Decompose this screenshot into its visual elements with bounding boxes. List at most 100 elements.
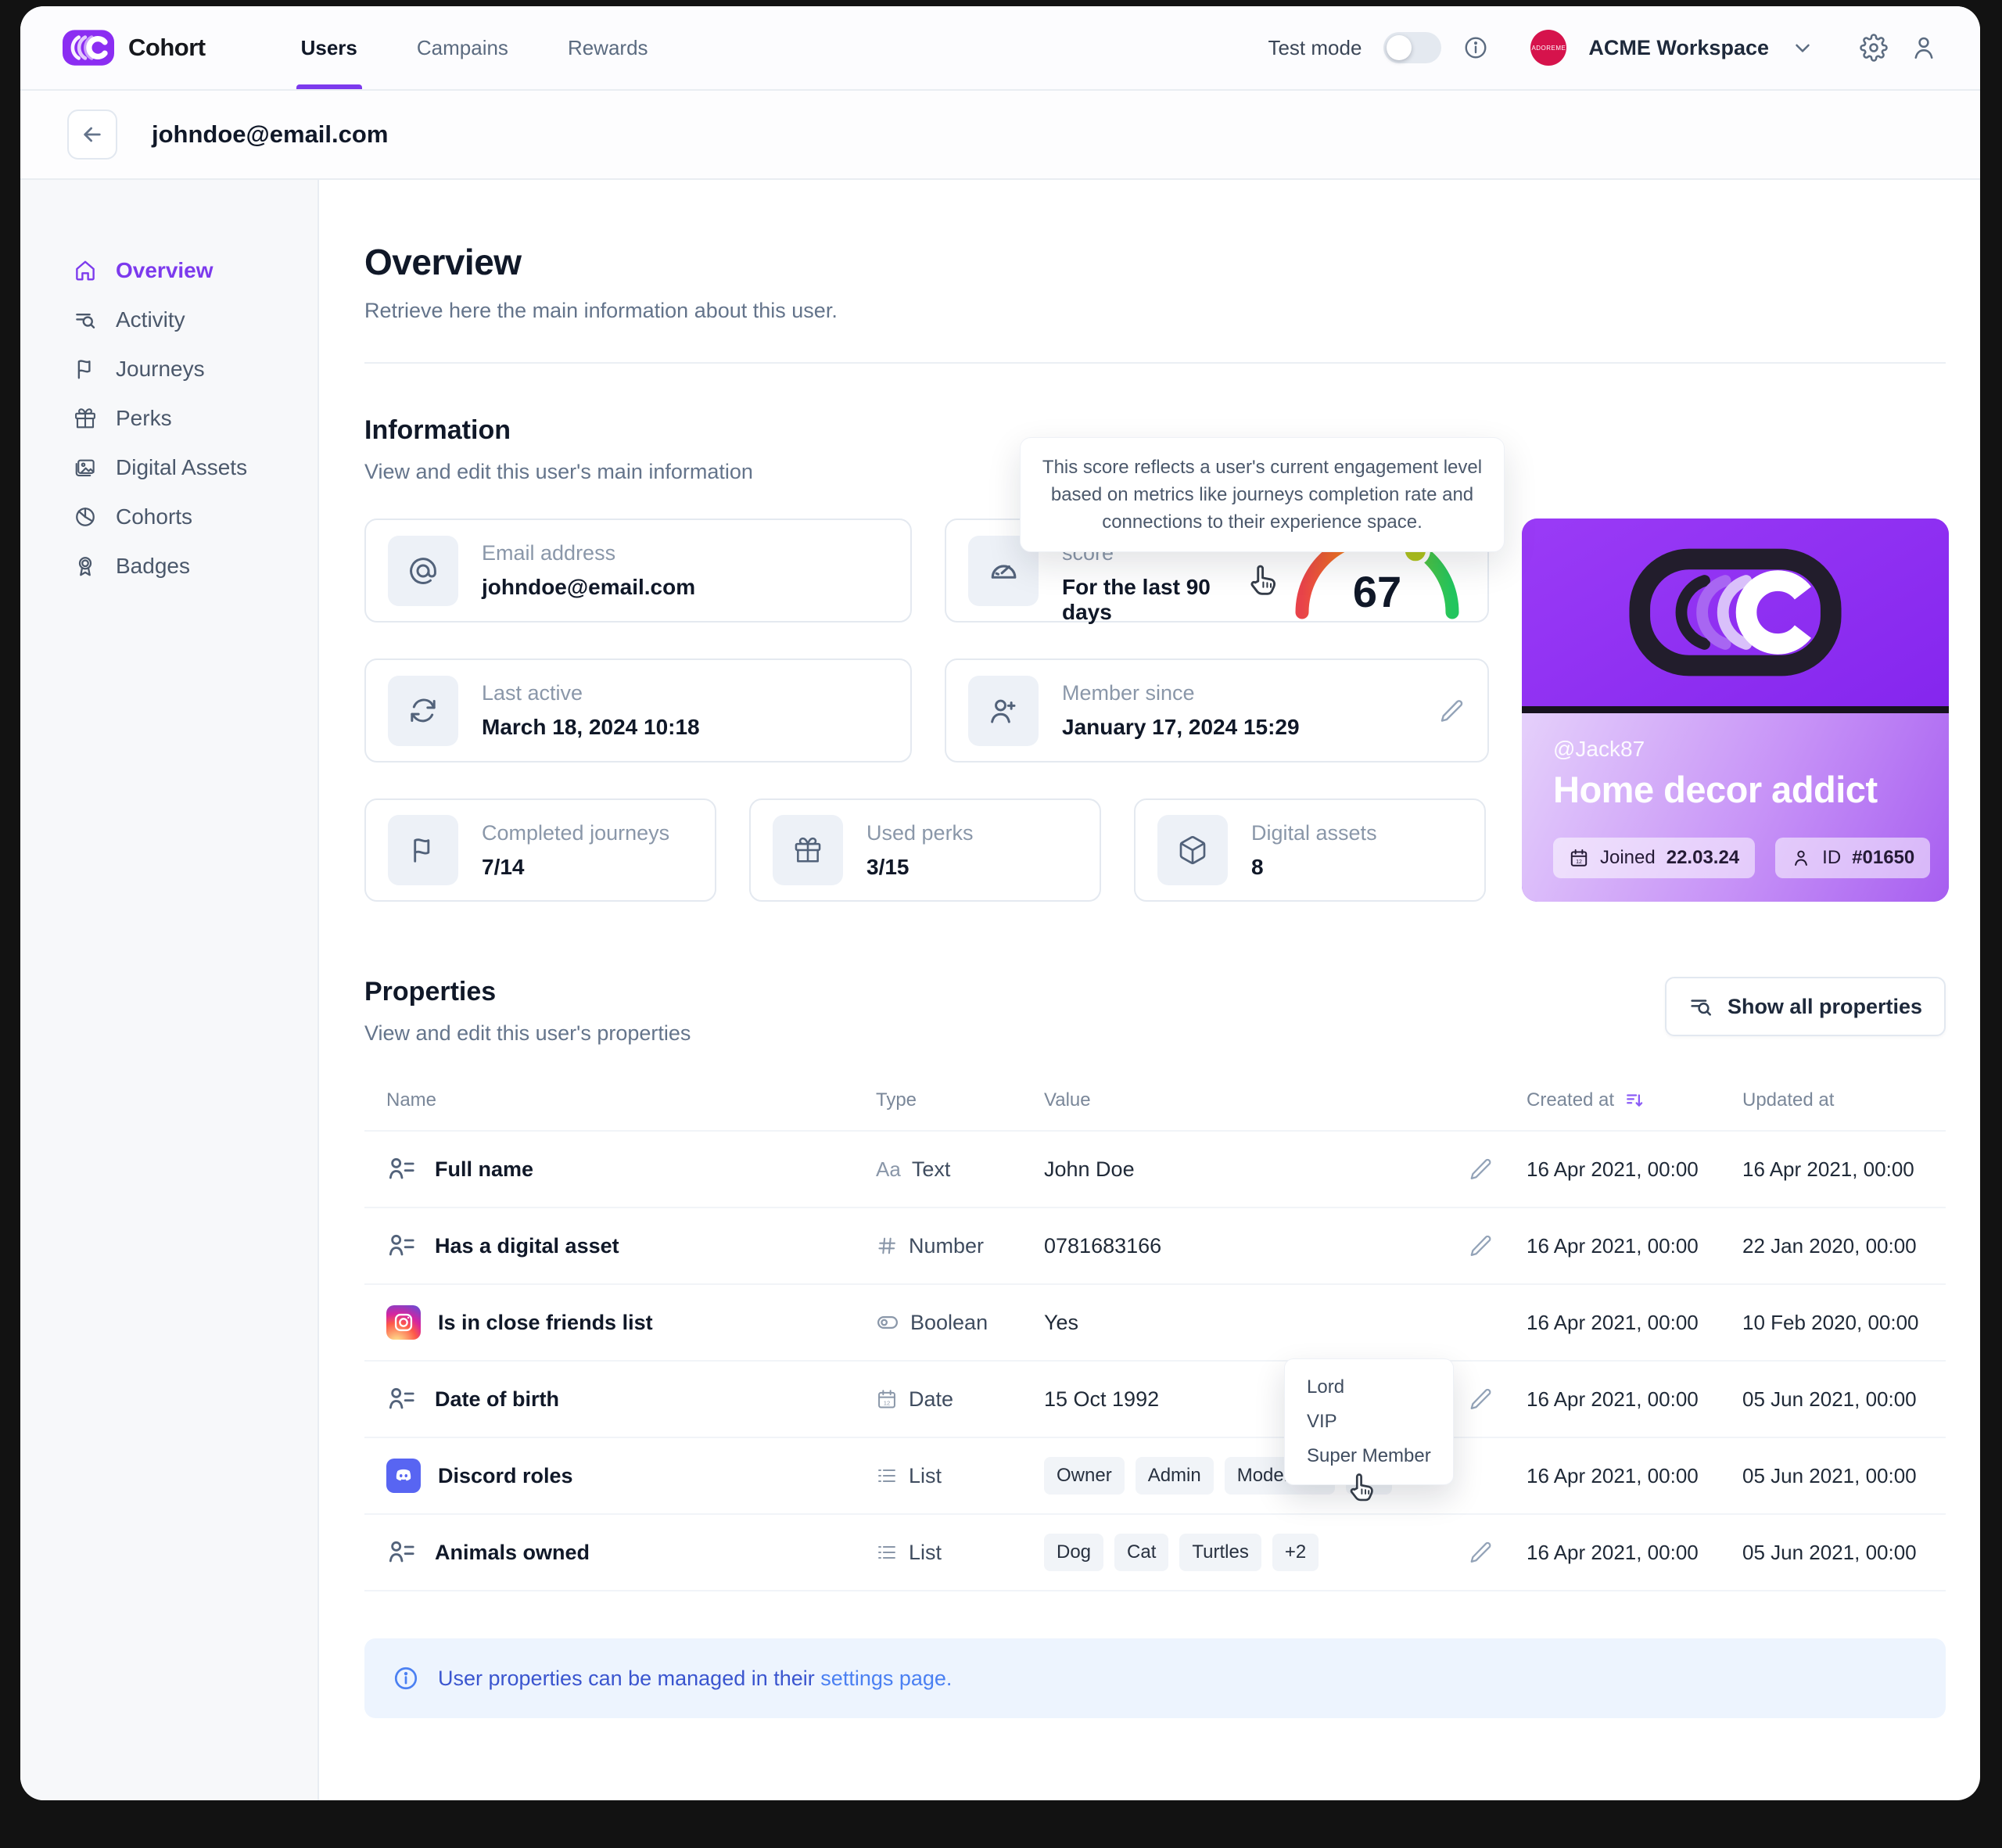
instagram-icon [386,1305,421,1340]
sidebar-item-label: Cohorts [116,504,193,529]
sidebar-item-activity[interactable]: Activity [20,295,318,344]
table-row: Animals owned List Dog Cat Turtles +2 16… [364,1513,1946,1591]
test-mode-label: Test mode [1268,35,1362,59]
cohort-logo-icon [63,30,114,66]
text-type-icon: Aa [876,1157,901,1181]
property-name-text: Is in close friends list [438,1310,653,1334]
completed-journeys-label: Completed journeys [482,820,670,845]
toggle-knob [1387,35,1412,60]
property-type: Aa Text [876,1157,1044,1182]
property-type-text: Boolean [910,1310,988,1334]
user-list-icon [389,1157,414,1179]
show-all-label: Show all properties [1727,994,1922,1018]
sidebar-item-label: Overview [116,257,213,282]
sidebar-item-badges[interactable]: Badges [20,541,318,590]
workspace-avatar[interactable]: ADOREME [1530,30,1567,66]
info-icon[interactable] [1463,35,1488,60]
gift-icon [75,407,95,428]
used-perks-label: Used perks [866,820,974,845]
edit-property-button[interactable] [1469,1540,1527,1565]
last-active-label: Last active [482,681,583,705]
membership-card-art [1522,519,1949,706]
user-plus-icon [968,675,1039,746]
tooltip-role: Lord [1307,1376,1345,1398]
list-icon [878,1469,895,1483]
info-circle-icon [394,1667,418,1690]
nav-tab-campains[interactable]: Campains [416,35,508,59]
settings-page-link[interactable]: settings page. [820,1666,953,1690]
property-name-text: Animals owned [435,1540,590,1564]
refresh-icon [388,675,458,746]
cursor-hand-icon [1344,1469,1380,1505]
col-created[interactable]: Created at [1527,1089,1742,1111]
properties-table: Lord VIP Super Member Name Type Value Cr… [364,1089,1946,1591]
member-since-card: Member since January 17, 2024 15:29 [945,658,1489,763]
show-all-properties-button[interactable]: Show all properties [1664,977,1946,1036]
sidebar-item-digital-assets[interactable]: Digital Assets [20,443,318,492]
col-type[interactable]: Type [876,1089,917,1111]
calendar-icon: 12 [878,1390,895,1408]
updated-at: 16 Apr 2021, 00:00 [1742,1157,1914,1181]
svg-text:12: 12 [884,1400,890,1407]
col-updated[interactable]: Updated at [1742,1089,1835,1111]
created-at: 16 Apr 2021, 00:00 [1527,1540,1699,1564]
engagement-score: 67 [1352,566,1402,616]
sidebar-item-label: Perks [116,405,172,430]
stat-cards: Completed journeys 7/14 Used perks 3/15 [364,798,1489,902]
col-value[interactable]: Value [1044,1089,1091,1111]
membership-card-divider [1522,705,1949,713]
tooltip-role: Super Member [1307,1445,1431,1466]
property-value: 0781683166 [1044,1233,1162,1258]
chevron-down-icon[interactable] [1791,36,1814,59]
workspace-name[interactable]: ACME Workspace [1588,35,1769,59]
more-chip[interactable]: +2 [1272,1534,1319,1571]
property-value: Dog Cat Turtles +2 [1044,1534,1469,1571]
properties-info-banner: User properties can be managed in their … [364,1638,1946,1718]
sidebar-item-cohorts[interactable]: Cohorts [20,492,318,541]
back-button[interactable] [67,109,117,160]
edit-property-button[interactable] [1469,1387,1527,1412]
digital-assets-card: Digital assets 8 [1134,798,1486,902]
main-content: Overview Retrieve here the main informat… [319,180,1980,1800]
table-header: Name Type Value Created at Updated at [364,1089,1946,1130]
user-icon[interactable] [1910,34,1938,62]
sidebar-item-overview[interactable]: Overview [20,246,318,295]
home-icon [76,260,95,280]
joined-pill: 12 Joined 22.03.24 [1553,838,1756,878]
test-mode-toggle[interactable] [1383,32,1442,63]
last-active-card: Last active March 18, 2024 10:18 [364,658,912,763]
updated-at: 05 Jun 2021, 00:00 [1742,1463,1917,1487]
main-nav: Users Campains Rewards [296,6,648,89]
user-icon [1795,850,1808,866]
gear-icon[interactable] [1860,34,1888,62]
edit-property-button[interactable] [1469,1233,1527,1258]
property-type: 12 Date [876,1387,1044,1412]
property-name: Animals owned [386,1537,876,1568]
last-active-value: March 18, 2024 10:18 [482,715,700,739]
discord-roles-tooltip: Lord VIP Super Member [1284,1358,1454,1485]
property-type-text: List [909,1463,942,1487]
divider [364,362,1946,364]
nav-tab-users[interactable]: Users [296,6,363,89]
edit-property-button[interactable] [1469,1157,1527,1182]
at-sign-icon [388,535,458,606]
property-name: Discord roles [386,1459,876,1493]
property-name-text: Full name [435,1157,534,1181]
table-row: Date of birth 12 Date 15 Oct 1992 16 Apr… [364,1360,1946,1437]
sort-descending-icon[interactable] [1625,1090,1645,1111]
top-bar: Cohort Users Campains Rewards Test mode … [20,6,1980,91]
property-name: Is in close friends list [386,1305,876,1340]
brand[interactable]: Cohort [63,30,206,66]
nav-tab-rewards[interactable]: Rewards [567,35,648,59]
property-name: Full name [386,1154,876,1185]
user-list-icon [389,1234,414,1256]
completed-journeys-value: 7/14 [482,854,525,879]
email-card: Email address johndoe@email.com [364,519,912,623]
edit-member-since-button[interactable] [1439,698,1466,724]
member-since-label: Member since [1062,681,1195,705]
col-name[interactable]: Name [386,1089,437,1111]
sidebar-item-journeys[interactable]: Journeys [20,344,318,393]
sidebar-item-perks[interactable]: Perks [20,393,318,443]
sidebar-item-label: Badges [116,553,190,578]
property-name-text: Date of birth [435,1387,559,1411]
